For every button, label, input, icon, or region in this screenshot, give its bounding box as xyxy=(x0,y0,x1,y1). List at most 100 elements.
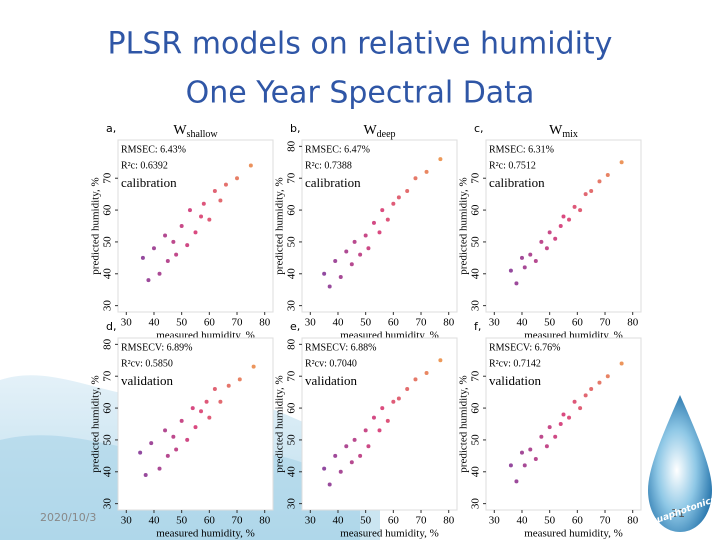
data-point xyxy=(207,415,212,420)
data-point xyxy=(201,201,206,206)
data-point xyxy=(157,271,162,276)
x-tick-label: 50 xyxy=(360,317,372,329)
data-point xyxy=(553,434,558,439)
x-tick-label: 60 xyxy=(388,515,400,527)
data-point xyxy=(391,201,396,206)
data-point xyxy=(413,176,418,181)
x-tick-label: 80 xyxy=(259,317,271,329)
data-point xyxy=(187,208,192,213)
data-point xyxy=(179,418,184,423)
x-tick-label: 40 xyxy=(516,317,528,329)
y-tick-label: 60 xyxy=(102,402,114,414)
annotation: R²c: 0.7388 xyxy=(305,160,352,171)
x-tick-label: 30 xyxy=(121,317,133,329)
data-point xyxy=(558,422,563,426)
y-tick-label: 30 xyxy=(470,498,482,510)
data-point xyxy=(333,453,338,458)
annotation: calibration xyxy=(121,175,177,190)
data-point xyxy=(358,252,363,257)
x-tick-label: 50 xyxy=(360,515,372,527)
data-point xyxy=(212,386,217,391)
date: 2020/10/3 xyxy=(40,511,96,524)
data-point xyxy=(352,239,357,244)
data-point xyxy=(344,249,349,254)
x-tick-label: 60 xyxy=(388,317,400,329)
x-tick-label: 70 xyxy=(232,317,244,329)
data-point xyxy=(519,255,524,260)
data-point xyxy=(190,406,195,411)
data-point xyxy=(344,444,349,449)
chart-title-subscript: deep xyxy=(377,129,396,140)
y-tick-label: 70 xyxy=(286,172,298,184)
x-tick-label: 30 xyxy=(489,317,501,329)
x-tick-label: 30 xyxy=(489,515,501,527)
data-point xyxy=(547,425,552,430)
annotation: calibration xyxy=(489,175,545,190)
data-point xyxy=(413,377,418,382)
y-tick-label: 70 xyxy=(470,370,482,382)
data-point xyxy=(396,195,401,200)
plot-area xyxy=(301,337,458,511)
x-tick-label: 40 xyxy=(148,317,160,329)
data-point xyxy=(327,482,332,487)
plot-area xyxy=(117,337,274,511)
annotation: R²cv: 0.7142 xyxy=(489,358,541,369)
data-point xyxy=(174,252,179,257)
data-point xyxy=(558,224,563,228)
x-tick-label: 80 xyxy=(627,515,639,527)
x-tick-label: 60 xyxy=(572,515,584,527)
annotation: validation xyxy=(489,373,541,388)
annotation: R²cv: 0.5850 xyxy=(121,358,173,369)
data-point xyxy=(199,214,204,219)
panel-label: e, xyxy=(290,320,300,333)
annotation: RMSECV: 6.76% xyxy=(489,342,561,353)
y-tick-label: 50 xyxy=(286,236,298,248)
x-tick-label: 80 xyxy=(627,317,639,329)
x-tick-label: 70 xyxy=(416,317,428,329)
data-point xyxy=(199,409,204,414)
data-point xyxy=(149,441,154,446)
data-point xyxy=(371,220,376,225)
data-point xyxy=(544,444,549,449)
data-point xyxy=(322,271,327,276)
data-point xyxy=(528,447,533,452)
y-tick-label: 50 xyxy=(286,434,298,446)
x-tick-label: 40 xyxy=(148,515,160,527)
chart-title: W xyxy=(363,123,377,138)
data-point xyxy=(349,262,354,267)
x-tick-label: 50 xyxy=(544,317,556,329)
data-point xyxy=(583,393,588,398)
data-point xyxy=(146,278,151,283)
data-point xyxy=(424,371,429,376)
x-tick-label: 30 xyxy=(305,515,317,527)
page-number: 31 xyxy=(671,507,685,520)
data-point xyxy=(163,428,168,433)
y-tick-label: 50 xyxy=(470,434,482,446)
y-tick-label: 60 xyxy=(102,204,114,216)
data-point xyxy=(377,230,382,235)
data-point xyxy=(380,406,385,411)
annotation: R²c: 0.6392 xyxy=(121,160,168,171)
data-point xyxy=(174,447,179,452)
x-axis-label: measured humidity, % xyxy=(156,528,255,540)
x-tick-label: 30 xyxy=(305,317,317,329)
panel-label: f, xyxy=(474,320,481,333)
data-point xyxy=(385,418,390,423)
data-point xyxy=(327,284,332,289)
panel-label: d, xyxy=(106,320,116,333)
x-tick-label: 60 xyxy=(204,317,216,329)
data-point xyxy=(171,434,176,439)
data-point xyxy=(179,224,184,228)
chart-title-subscript: mix xyxy=(562,129,578,140)
data-point xyxy=(597,179,602,184)
annotation: RMSECV: 6.88% xyxy=(305,342,377,353)
data-point xyxy=(572,399,577,404)
y-tick-label: 60 xyxy=(470,204,482,216)
y-tick-label: 30 xyxy=(102,300,114,312)
data-point xyxy=(363,428,368,433)
annotation: RMSEC: 6.31% xyxy=(489,144,554,155)
data-point xyxy=(193,230,198,235)
y-tick-label: 40 xyxy=(286,466,298,478)
y-tick-label: 80 xyxy=(286,140,298,152)
